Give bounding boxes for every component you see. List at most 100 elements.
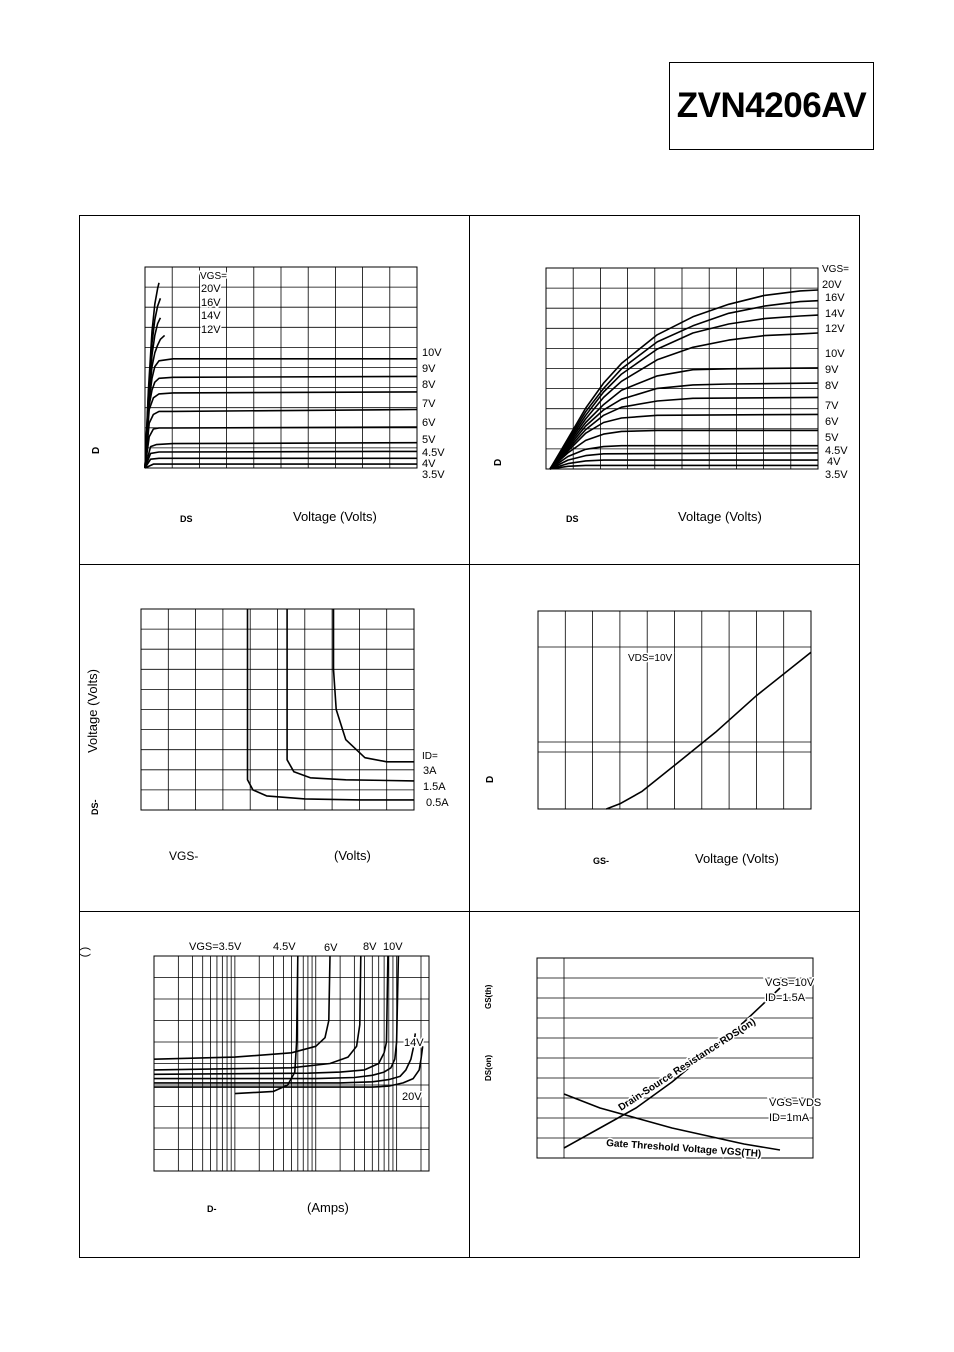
y-axis-label: Voltage (Volts)	[85, 669, 100, 753]
series-curve-6	[549, 396, 819, 470]
series-label-6: 8V	[422, 379, 436, 391]
series-label-0: Drain-Source Resistance RDS(on)	[617, 1017, 758, 1114]
legend-title: VGS=	[200, 271, 227, 282]
series-label-2: 0.5A	[426, 797, 449, 809]
series-curve-2	[549, 314, 819, 470]
series-curve-1	[286, 609, 415, 782]
series-curve-4	[154, 955, 400, 1080]
series-label-1: 16V	[825, 292, 845, 304]
x-axis-label-prefix: GS-	[593, 856, 609, 866]
series-curve-12	[549, 464, 818, 470]
series-curve-2	[153, 955, 362, 1071]
series-curve-6	[144, 391, 418, 469]
chart-transfer-characteristics: VDS=10V D GS- Voltage (Volts)	[485, 610, 812, 866]
chart-vds-vs-vgs: ID= 3A 1.5A 0.5A Voltage (Volts) DS- VGS- (Volt…	[85, 608, 449, 863]
series-curve-1	[563, 1093, 781, 1151]
series-curve-3	[549, 332, 819, 470]
chart-temperature-variation: VGS=10V ID=1.5A VGS=VDS ID=1mA Drain-Source …	[484, 957, 823, 1161]
series-label-10: 4.5V	[422, 447, 445, 459]
y-axis-label: D	[91, 447, 102, 454]
y-axis-label-top: GS(th)	[484, 984, 493, 1009]
x-axis-label-prefix: DS	[180, 514, 193, 524]
series-label-4: 10V	[383, 941, 403, 953]
series-curve-8	[144, 426, 418, 469]
series-label-5: 9V	[422, 363, 436, 375]
series-curve-11	[549, 459, 818, 470]
series-label-1: 4.5V	[273, 941, 296, 953]
series-curve-5	[549, 382, 819, 470]
series-label-12: 3.5V	[825, 469, 848, 481]
series-curve-10	[549, 452, 819, 470]
chart-on-resistance-vs-id: VGS=3.5V 4.5V 6V 8V 10V 14V 20V ( ) D- (Amps)	[79, 940, 430, 1215]
series-curve-0	[332, 609, 414, 763]
series-label-3: 8V	[363, 941, 377, 953]
series-curve-0	[606, 651, 812, 810]
series-curve-11	[144, 457, 417, 469]
y-axis-label: ( )	[79, 947, 91, 957]
series-curve-1	[549, 299, 819, 470]
x-axis-label: Voltage (Volts)	[695, 851, 779, 866]
series-label-7: 7V	[422, 398, 436, 410]
x-axis-label-prefix: DS	[566, 514, 579, 524]
series-label-1: Gate Threshold Voltage VGS(TH)	[606, 1138, 762, 1160]
series-label-3: 12V	[201, 324, 221, 336]
series-curve-0	[563, 987, 781, 1149]
x-axis-label: (Amps)	[307, 1200, 349, 1215]
series-label-2: 14V	[825, 308, 845, 320]
series-label-5: 14V	[404, 1037, 424, 1049]
y-axis-label-bottom: DS(on)	[484, 1054, 493, 1081]
series-curve-7	[144, 408, 418, 469]
series-curve-7	[549, 413, 819, 470]
series-label-4: 10V	[825, 348, 845, 360]
series-label-2: 14V	[201, 310, 221, 322]
y-axis-label-prefix: DS-	[90, 799, 100, 815]
x-axis-label: Voltage (Volts)	[678, 509, 762, 524]
series-curve-2	[246, 609, 414, 801]
annotation-top-vgs: VGS=10V	[765, 977, 815, 989]
series-label-9: 5V	[422, 434, 436, 446]
part-number-box: ZVN4206AV	[669, 62, 874, 150]
annotation-top-id: ID=1.5A	[765, 992, 806, 1004]
series-label-10: 4.5V	[825, 445, 848, 457]
legend-title: VGS=	[822, 264, 849, 275]
series-label-1: 16V	[201, 297, 221, 309]
series-label-0: 20V	[822, 279, 842, 291]
x-axis-label-prefix: VGS-	[169, 849, 198, 863]
series-curve-3	[153, 955, 389, 1076]
x-axis-label: Voltage (Volts)	[293, 509, 377, 524]
legend-title: ID=	[422, 751, 438, 762]
series-label-6: 20V	[402, 1091, 422, 1103]
series-curve-9	[549, 444, 818, 470]
y-axis-label: D	[485, 776, 496, 783]
series-label-11: 4V	[827, 456, 841, 468]
series-label-4: 10V	[422, 347, 442, 359]
series-label-0: 20V	[201, 283, 221, 295]
x-axis-label: (Volts)	[334, 848, 371, 863]
series-curve-1	[153, 955, 331, 1060]
series-label-12: 3.5V	[422, 469, 445, 481]
series-label-2: 6V	[324, 942, 338, 954]
series-label-8: 6V	[422, 417, 436, 429]
part-number: ZVN4206AV	[676, 86, 867, 125]
series-label-9: 5V	[825, 432, 839, 444]
series-label-5: 9V	[825, 364, 839, 376]
series-label-6: 8V	[825, 380, 839, 392]
y-axis-label: D	[493, 459, 504, 466]
x-axis-label-prefix: D-	[207, 1204, 217, 1214]
series-label-0: 3A	[423, 765, 437, 777]
series-label-11: 4V	[422, 458, 436, 470]
series-curve-12	[144, 463, 417, 469]
series-curve-4	[549, 367, 819, 470]
series-label-8: 6V	[825, 416, 839, 428]
series-label-1: 1.5A	[423, 781, 446, 793]
series-label-3: 12V	[825, 323, 845, 335]
series-curve-9	[144, 441, 418, 469]
annotation-bottom-id: ID=1mA	[769, 1112, 810, 1124]
series-curve-5	[154, 1033, 417, 1084]
series-curve-0	[549, 289, 819, 470]
series-curve-6	[154, 1046, 424, 1088]
series-curve-8	[549, 429, 818, 470]
annotation-bottom-vgs: VGS=VDS	[769, 1097, 821, 1109]
